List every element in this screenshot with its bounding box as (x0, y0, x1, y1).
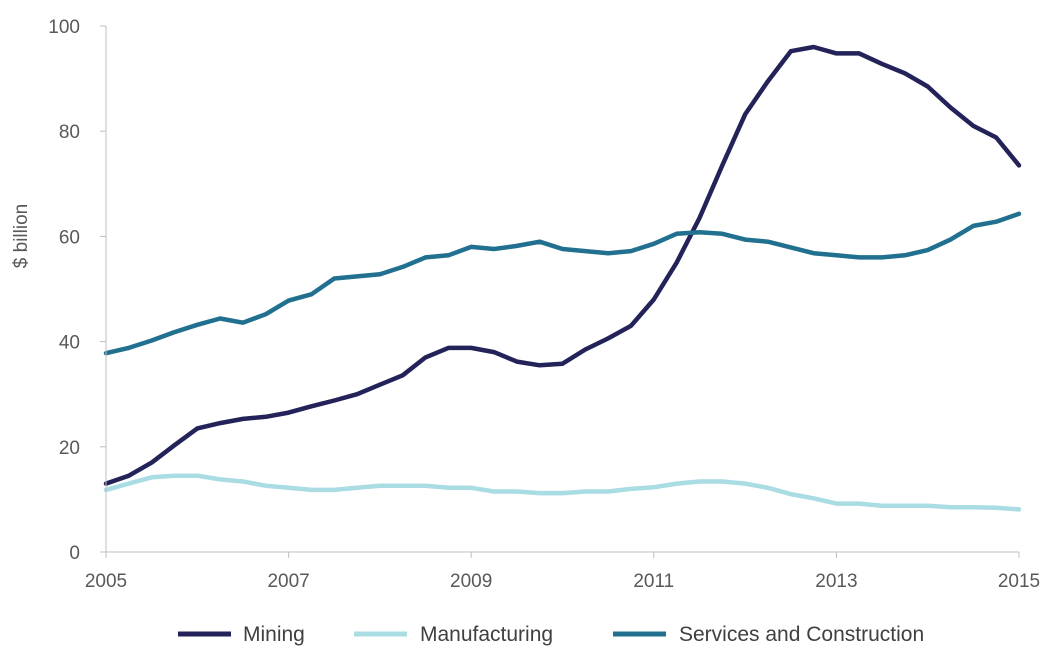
x-tick-label: 2009 (450, 571, 492, 592)
y-tick-label: 80 (59, 122, 80, 143)
y-tick-label: 40 (59, 333, 80, 354)
legend-label-manufacturing: Manufacturing (420, 623, 553, 646)
legend-label-services-and-construction: Services and Construction (679, 623, 924, 646)
series-line-manufacturing (103, 473, 1022, 512)
x-tick-label: 2011 (633, 571, 674, 592)
x-tick-label: 2013 (815, 571, 857, 592)
y-tick-label: 60 (59, 227, 80, 248)
plot-lines (103, 44, 1022, 512)
x-tick-label: 2005 (85, 571, 127, 592)
y-axis-title: $ billion (11, 204, 32, 268)
legend: Mining Manufacturing Services and Construc… (178, 623, 924, 646)
y-tick-label: 20 (59, 438, 80, 459)
y-tick-label: 0 (69, 543, 80, 564)
legend-label-mining: Mining (243, 623, 305, 646)
x-tick-label: 2015 (998, 571, 1040, 592)
axes (100, 25, 1020, 558)
series-line-services-and-construction (103, 211, 1022, 356)
y-tick-label: 100 (48, 17, 80, 38)
series-line-mining (103, 44, 1022, 486)
tick-labels: 0 20 40 60 80 100 2005 2007 2009 2011 2013 2015 (48, 17, 1040, 592)
x-tick-label: 2007 (267, 571, 309, 592)
